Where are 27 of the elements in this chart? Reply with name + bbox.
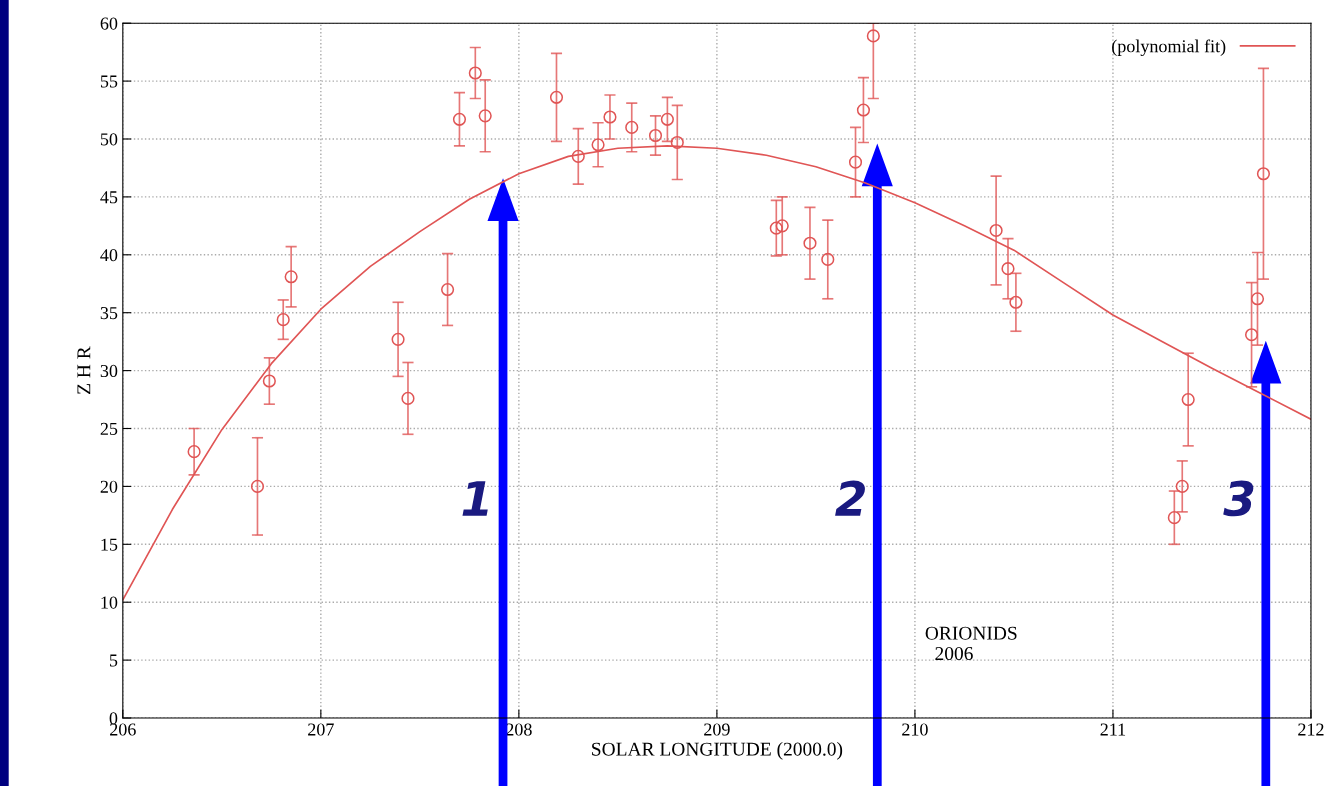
x-tick-label: 208 [506, 723, 532, 736]
x-tick-label: 206 [110, 723, 136, 736]
x-tick-label: 207 [308, 723, 334, 736]
y-axis-title: Z H R [77, 346, 91, 394]
y-tick-label: 30 [100, 364, 118, 378]
annotation: 2 [835, 480, 865, 516]
x-tick-label: 211 [1100, 723, 1126, 736]
x-tick-label: 209 [704, 723, 730, 736]
y-tick-label: 40 [100, 249, 118, 262]
y-tick-label: 60 [100, 17, 118, 30]
y-tick-label: 50 [100, 133, 118, 146]
legend-label: (polynomial fit) [1112, 39, 1226, 57]
y-tick-label: 55 [100, 75, 118, 88]
annotation: 3 [1223, 480, 1254, 517]
y-tick-label: 5 [109, 654, 118, 667]
x-tick-label: 212 [1298, 723, 1324, 736]
y-tick-label: 0 [109, 712, 118, 725]
y-tick-label: 45 [100, 191, 118, 204]
y-tick-label: 15 [101, 538, 118, 551]
y-tick-label: 25 [100, 422, 118, 435]
annotation: 1 [462, 481, 488, 516]
y-tick-label: 35 [100, 307, 118, 320]
x-axis-title: SOLAR LONGITUDE (2000.0) [592, 742, 843, 760]
annotation: ORIONIDS 2006 [925, 626, 1017, 661]
y-tick-label: 20 [100, 480, 118, 493]
y-tick-label: 10 [101, 596, 118, 609]
x-tick-label: 210 [902, 723, 928, 736]
